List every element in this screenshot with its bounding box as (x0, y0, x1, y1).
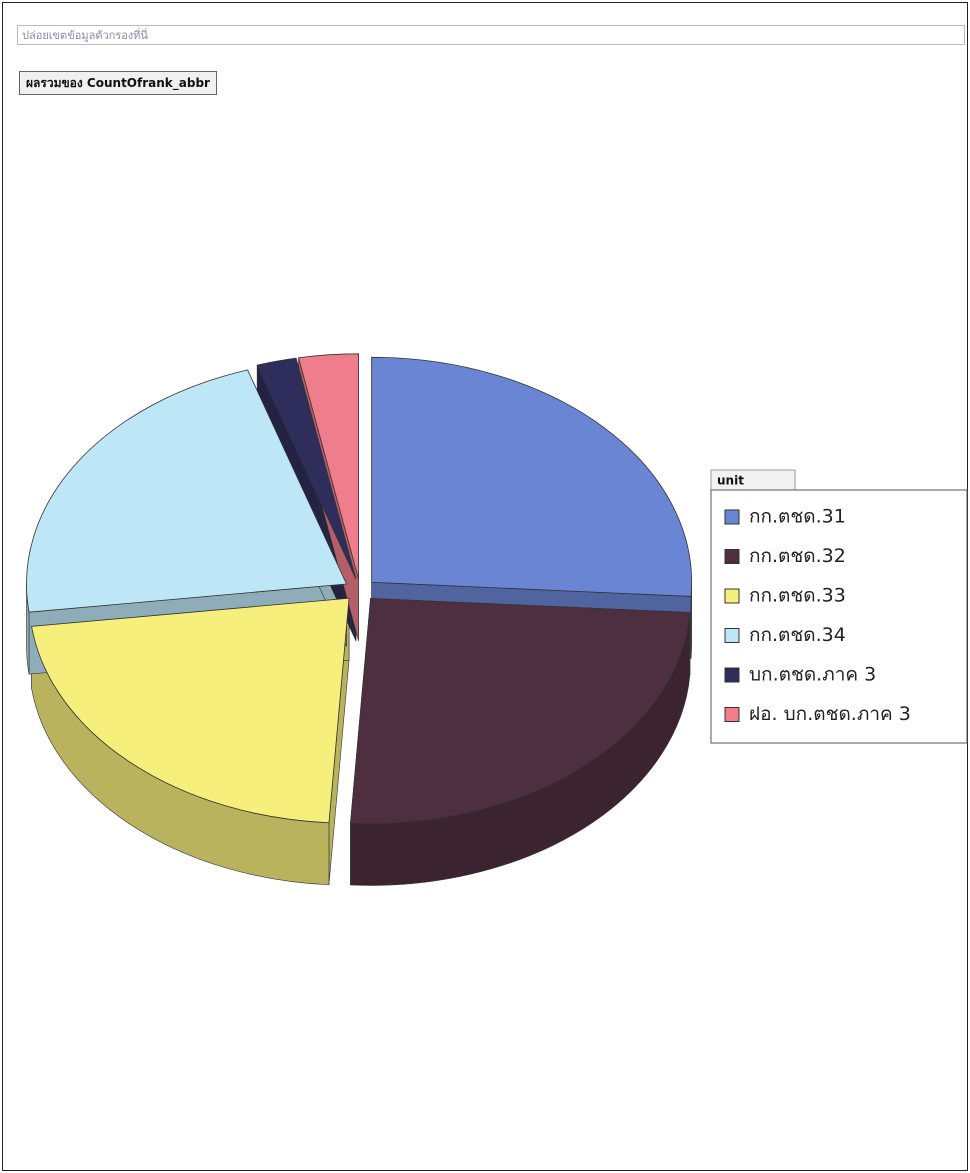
pie-tops (26, 353, 693, 824)
legend-swatch (724, 588, 740, 604)
legend-swatch (724, 509, 740, 525)
legend-box (710, 489, 968, 744)
legend-swatch (724, 628, 740, 643)
legend-label: กก.ตชด.34 (749, 624, 846, 646)
field-button[interactable]: ผลรวมของ CountOfrank_abbr (19, 71, 217, 95)
legend-label: ฝอ. บก.ตชด.ภาค 3 (749, 703, 911, 725)
legend-label: บก.ตชด.ภาค 3 (749, 664, 876, 686)
legend-label: กก.ตชด.31 (749, 506, 846, 528)
legend-swatch (724, 707, 740, 722)
pie-slice (298, 353, 359, 579)
legend-label: กก.ตชด.33 (749, 585, 846, 607)
legend-title: unit (717, 474, 744, 488)
filter-drop-zone[interactable]: ปล่อยเขตข้อมูลตัวกรองที่นี่ (17, 25, 965, 45)
legend-swatch (724, 667, 740, 683)
pie-slice (26, 369, 348, 613)
legend-swatch (724, 549, 740, 564)
pie-slice (256, 357, 357, 580)
pie-slice (371, 356, 693, 597)
pie-slice (350, 598, 691, 824)
pie-slice (31, 597, 350, 824)
legend-label: กก.ตชด.32 (749, 545, 846, 567)
